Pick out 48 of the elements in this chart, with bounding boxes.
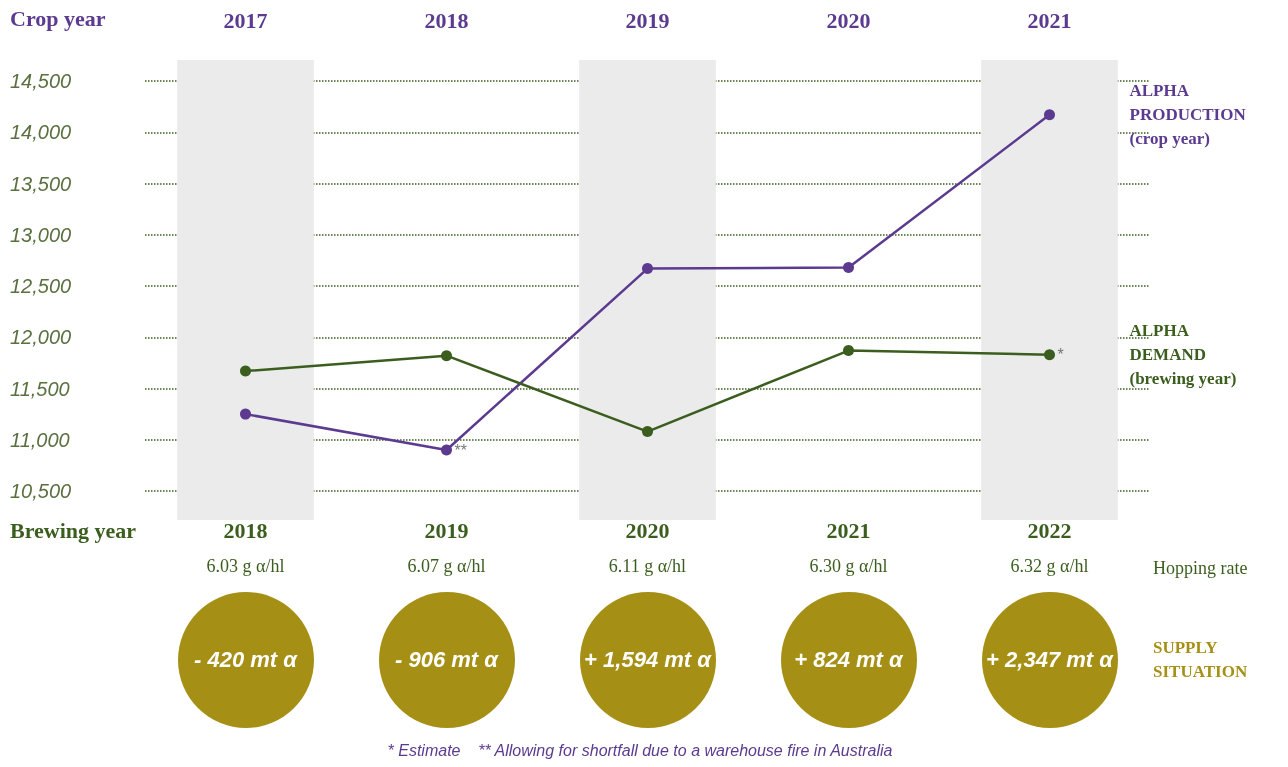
y-tick-label: 14,500 [10, 70, 72, 92]
annotation: ** [454, 441, 467, 459]
text: SUPPLY SITUATION [1153, 637, 1249, 683]
y-tick-label: 13,000 [10, 223, 72, 246]
circle-badge: + 1,594 mt α [579, 592, 716, 728]
x-tick-label: 2020 [826, 7, 871, 33]
point [1044, 109, 1055, 121]
text: 6.03 g α/hl [205, 556, 286, 577]
text: ALPHA PRODUCTION (crop year) [1129, 81, 1250, 149]
y-tick-label: 11,000 [10, 428, 70, 451]
text: 2022 [1026, 518, 1073, 544]
point [642, 263, 653, 275]
x-tick-label: 2017 [223, 7, 268, 33]
text: 2019 [423, 518, 470, 544]
x-axis-title: Crop year [10, 6, 106, 32]
circle-badge: + 824 mt α [780, 592, 917, 728]
point [1044, 349, 1055, 361]
point [441, 444, 452, 456]
text: Hopping rate [1153, 558, 1248, 579]
text: 2018 [222, 518, 269, 544]
text: 6.07 g α/hl [406, 556, 487, 577]
text: 6.11 g α/hl [607, 556, 688, 577]
text: ALPHA DEMAND (brewing year) [1129, 321, 1237, 389]
y-tick-label: 12,500 [10, 275, 72, 297]
y-tick-label: 14,000 [10, 121, 72, 144]
text: 2021 [825, 518, 872, 544]
point [441, 350, 452, 362]
text: 6.32 g α/hl [1009, 556, 1090, 577]
y-tick-label: 13,500 [10, 172, 72, 195]
circle-badge: - 420 mt α [177, 592, 314, 728]
x-tick-label: 2019 [625, 7, 670, 33]
text: * Estimate ** Allowing for shortfall due to a warehouse fire in Australia [386, 742, 894, 760]
point [843, 345, 854, 357]
point [240, 408, 251, 420]
y-tick-label: 11,500 [10, 377, 70, 400]
circle-badge: - 906 mt α [378, 592, 515, 728]
y-tick-label: 12,000 [10, 326, 72, 349]
y-tick-label: 10,500 [10, 480, 72, 502]
text: 6.30 g α/hl [808, 556, 889, 577]
point [240, 365, 251, 377]
x-tick-label: 2021 [1027, 7, 1072, 33]
circle-badge: + 2,347 mt α [981, 592, 1118, 728]
text: Brewing year [10, 518, 137, 544]
annotation: * [1057, 346, 1064, 364]
point [843, 262, 854, 274]
point [642, 426, 653, 438]
x-tick-label: 2018 [424, 7, 469, 33]
text: 2020 [624, 518, 671, 544]
